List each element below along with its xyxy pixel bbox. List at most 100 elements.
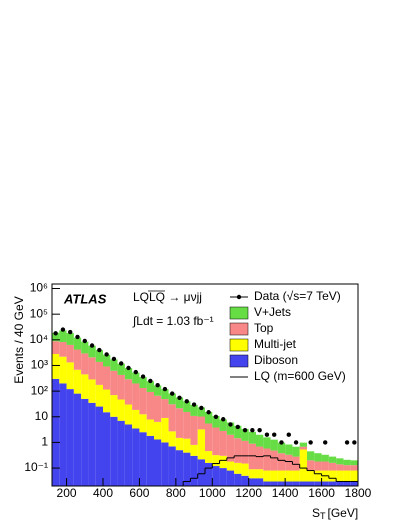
stack-bar bbox=[117, 363, 125, 375]
data-point bbox=[53, 331, 58, 336]
stack-bar bbox=[219, 455, 227, 469]
stack-bar bbox=[328, 470, 337, 482]
data-point bbox=[155, 383, 160, 388]
stack-bar bbox=[81, 341, 89, 354]
stack-bar bbox=[328, 462, 337, 471]
stack-bar bbox=[343, 459, 351, 466]
stack-bar bbox=[154, 439, 162, 486]
stack-bar bbox=[59, 383, 67, 486]
stack-bar bbox=[103, 389, 111, 413]
stack-bar bbox=[197, 416, 205, 430]
stack-bar bbox=[124, 379, 133, 405]
stack-bar bbox=[248, 431, 256, 444]
stack-bar bbox=[277, 481, 286, 486]
stack-bar bbox=[205, 462, 213, 486]
stack-bar bbox=[248, 443, 256, 470]
stack-bar bbox=[175, 437, 184, 451]
stack-bar bbox=[59, 342, 67, 357]
stack-bar bbox=[270, 470, 278, 482]
stack-bar bbox=[285, 481, 293, 486]
stack-bar bbox=[117, 420, 125, 486]
stack-bar bbox=[343, 465, 351, 471]
stack-bar bbox=[95, 384, 103, 407]
stack-bar bbox=[88, 345, 96, 358]
stack-bar bbox=[270, 450, 278, 471]
data-point bbox=[228, 422, 233, 427]
stack-bar bbox=[103, 412, 111, 486]
lumi-label: ∫Ldt = 1.03 fb⁻¹ bbox=[132, 314, 214, 328]
stack-bar bbox=[292, 470, 300, 482]
stack-bar bbox=[66, 389, 74, 486]
stack-bar bbox=[161, 389, 169, 400]
x-axis-label-sub: T bbox=[320, 511, 326, 521]
stack-bar bbox=[256, 434, 264, 447]
stack-bar bbox=[212, 427, 220, 456]
stack-bar bbox=[132, 409, 140, 429]
stack-bar bbox=[139, 387, 147, 415]
stack-bar bbox=[277, 442, 286, 454]
stack-bar bbox=[219, 419, 227, 431]
stack-bar bbox=[226, 470, 235, 486]
stack-bar bbox=[285, 454, 293, 471]
stack-bar bbox=[146, 381, 154, 392]
data-point bbox=[344, 440, 350, 445]
legend-swatch bbox=[229, 338, 249, 352]
data-point bbox=[308, 440, 313, 445]
stack-bar bbox=[103, 366, 111, 390]
stack-bar bbox=[248, 469, 256, 479]
stack-bar bbox=[343, 481, 351, 486]
y-tick-label: 1 bbox=[41, 435, 48, 449]
stack-bar bbox=[146, 435, 154, 486]
stack-bar bbox=[190, 444, 198, 456]
data-point bbox=[184, 399, 189, 404]
stack-bar bbox=[219, 468, 227, 486]
y-axis-label: Events / 40 GeV bbox=[12, 296, 26, 383]
x-tick-label: 1400 bbox=[272, 486, 299, 500]
stack-bar bbox=[88, 357, 96, 380]
legend-label: V+Jets bbox=[254, 305, 291, 319]
stack-bar bbox=[132, 383, 140, 410]
stack-bar bbox=[256, 469, 264, 479]
stack-bar bbox=[212, 415, 220, 428]
x-tick-label: 1000 bbox=[199, 486, 226, 500]
data-point bbox=[191, 402, 197, 407]
stack-bar bbox=[256, 446, 264, 470]
stack-bar bbox=[132, 372, 140, 384]
stack-bar bbox=[161, 399, 169, 418]
x-tick-label: 800 bbox=[166, 486, 186, 500]
data-point bbox=[68, 329, 73, 335]
stack-bar bbox=[270, 481, 278, 486]
data-point bbox=[199, 405, 204, 411]
data-point bbox=[352, 440, 357, 445]
x-tick-label: 200 bbox=[57, 486, 77, 500]
data-point bbox=[104, 352, 109, 357]
stack-bar bbox=[183, 452, 191, 486]
stack-bar bbox=[168, 393, 176, 405]
stack-bar bbox=[146, 419, 154, 436]
data-point bbox=[60, 327, 66, 332]
data-point bbox=[119, 361, 124, 366]
stack-bar bbox=[263, 448, 271, 471]
stack-bar bbox=[197, 407, 205, 417]
stack-bar bbox=[241, 428, 249, 441]
stack-bar bbox=[299, 449, 307, 482]
plot-area bbox=[52, 327, 358, 486]
stack-bar bbox=[307, 451, 315, 461]
stack-bar bbox=[110, 416, 118, 486]
stack-bar bbox=[234, 425, 242, 439]
atlas-label: ATLAS bbox=[63, 291, 107, 306]
data-point bbox=[235, 424, 240, 430]
data-point bbox=[242, 427, 248, 433]
stack-bar bbox=[52, 378, 60, 486]
stack-bar bbox=[175, 397, 184, 409]
x-tick-label: 1200 bbox=[235, 486, 262, 500]
x-axis-label-unit: [GeV] bbox=[328, 506, 359, 520]
stack-bar bbox=[161, 417, 169, 443]
stack-bar bbox=[154, 421, 162, 440]
data-point bbox=[97, 347, 102, 353]
stack-bar bbox=[52, 332, 60, 342]
x-tick-label: 1800 bbox=[345, 486, 372, 500]
stack-bar bbox=[73, 369, 82, 394]
stack-bar bbox=[256, 478, 264, 486]
stack-bar bbox=[139, 377, 147, 388]
